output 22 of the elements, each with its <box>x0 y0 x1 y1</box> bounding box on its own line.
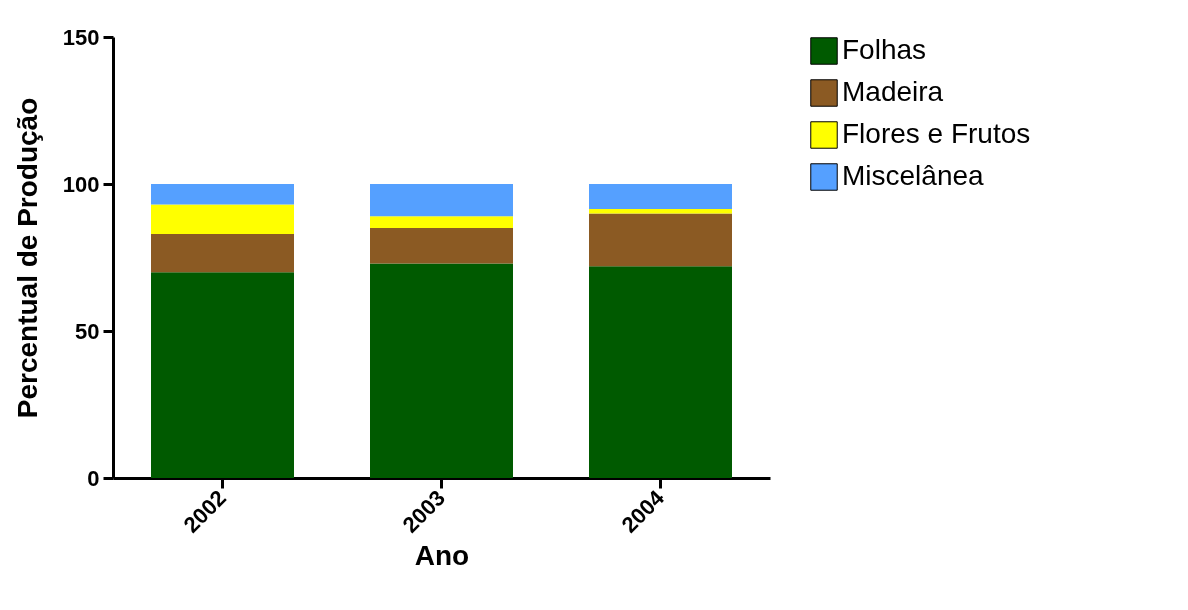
bar <box>589 208 732 214</box>
x-axis-title: Ano <box>414 539 470 571</box>
bar <box>370 228 513 264</box>
bar <box>589 213 732 267</box>
bar <box>589 184 732 209</box>
y-tick-label: 150 <box>62 24 100 50</box>
y-axis-title: Percentual de Produção <box>11 97 43 419</box>
bar <box>151 233 294 273</box>
bar <box>151 184 294 205</box>
bar <box>370 184 513 217</box>
y-tick-label: 100 <box>62 171 100 197</box>
legend-label: Folhas <box>842 34 927 65</box>
y-tick-label: 0 <box>87 465 100 491</box>
bar <box>370 216 513 229</box>
legend-label: Miscelânea <box>842 160 985 191</box>
bar <box>370 263 513 478</box>
bar <box>151 204 294 234</box>
y-tick-label: 50 <box>75 318 100 344</box>
bar <box>589 266 732 478</box>
legend-label: Flores e Frutos <box>842 118 1031 149</box>
bar <box>151 272 294 478</box>
legend-label: Madeira <box>842 76 944 107</box>
